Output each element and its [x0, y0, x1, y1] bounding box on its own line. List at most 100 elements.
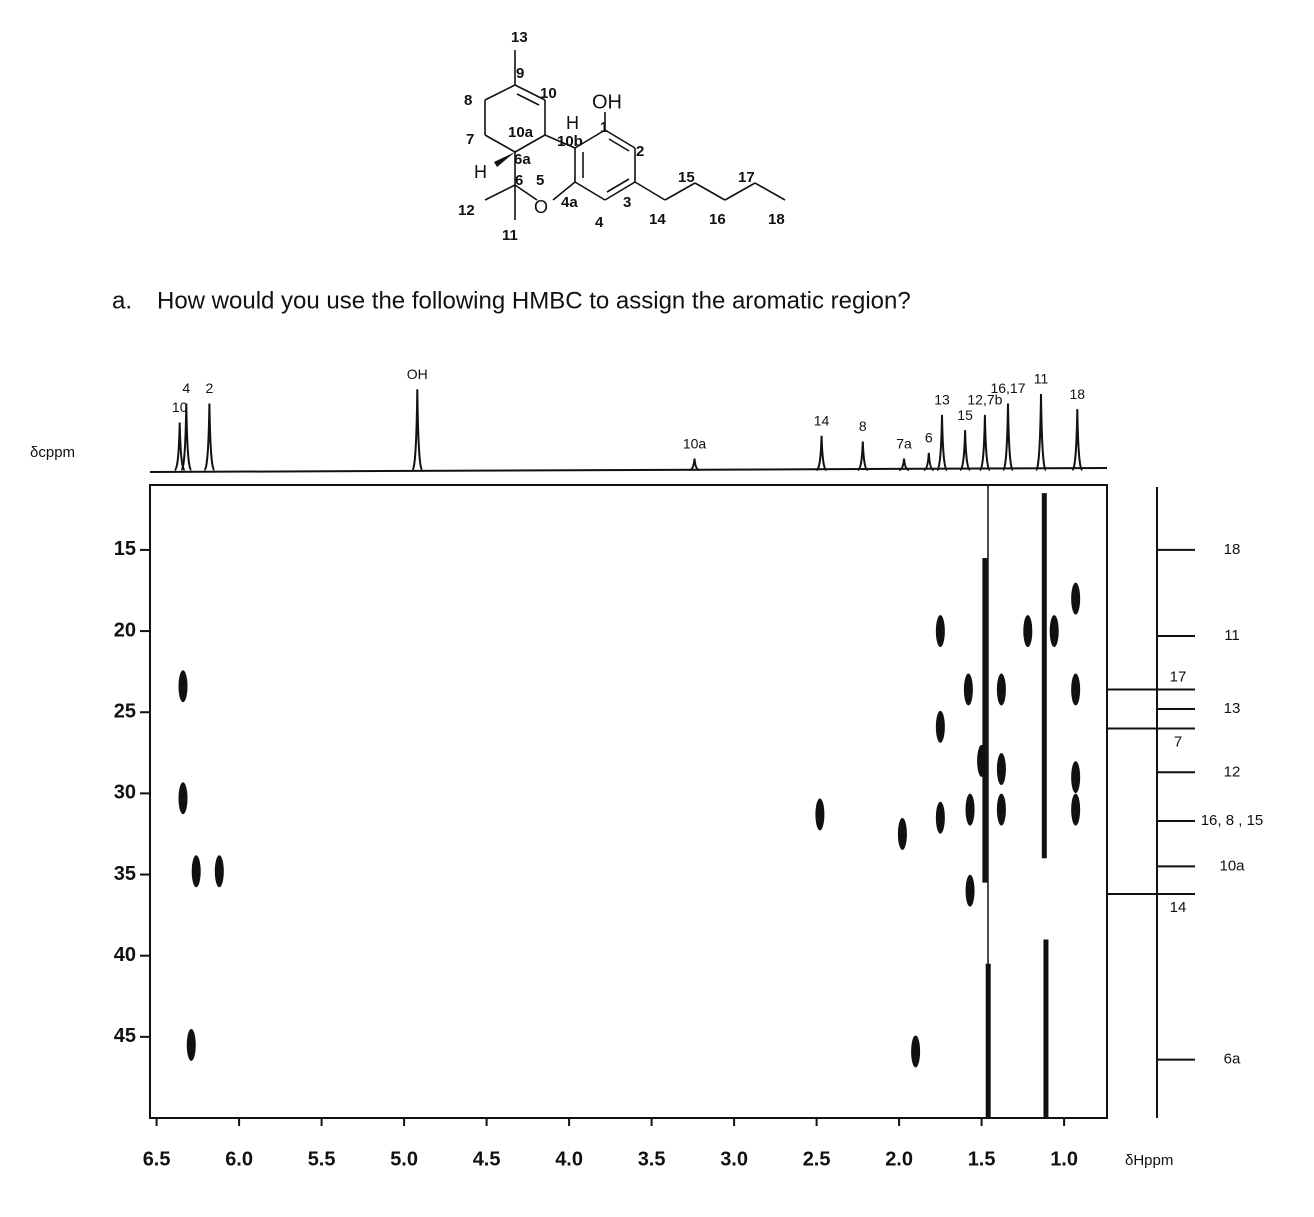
bond	[608, 138, 630, 152]
y-tick-label: 40	[114, 944, 136, 966]
cross-peak	[996, 753, 1006, 786]
atom-label: 3	[623, 194, 631, 211]
proton-peak	[1002, 403, 1014, 471]
proton-peak-label: 14	[814, 413, 830, 429]
proton-peak	[923, 452, 935, 471]
proton-peak	[203, 403, 216, 471]
atom-label: H	[566, 113, 579, 133]
proton-peak-label: 10	[172, 399, 188, 415]
cross-peak	[1023, 615, 1033, 648]
x-tick-label: 5.5	[308, 1148, 336, 1170]
bond	[514, 84, 546, 101]
carbon-label: 7	[1174, 733, 1182, 750]
x-tick-label: 1.5	[968, 1148, 996, 1170]
y-tick-label: 45	[114, 1025, 136, 1047]
carbon-label: 14	[1170, 899, 1187, 916]
proton-peak-label: 12,7b	[967, 392, 1002, 408]
bond	[606, 178, 630, 193]
proton-peak	[978, 414, 991, 471]
cross-peak	[996, 673, 1006, 706]
proton-peak-label: 15	[957, 407, 973, 423]
bond	[516, 93, 540, 106]
bond	[754, 182, 786, 201]
bond	[694, 182, 726, 201]
cross-peak	[214, 855, 224, 888]
bond	[484, 84, 516, 101]
atom-label: 6a	[514, 151, 531, 168]
y-tick-label: 25	[114, 701, 136, 723]
y-tick-label: 30	[114, 782, 136, 804]
bond	[664, 182, 696, 201]
atom-label: H	[474, 162, 487, 182]
bond	[552, 181, 576, 201]
atom-label: 15	[678, 169, 695, 186]
structure: 13 9 10 8 OH H 10a 10b 1 7 2 6a H 6 5 15…	[458, 29, 786, 244]
proton-peak-label: 2	[206, 380, 214, 396]
atom-label: 6	[515, 172, 523, 189]
bond	[484, 134, 516, 153]
bond	[514, 134, 546, 153]
cross-peak	[1071, 582, 1081, 615]
proton-peak	[411, 389, 424, 471]
atom-label: 17	[738, 169, 755, 186]
bond	[544, 134, 576, 149]
cross-peak	[1071, 793, 1081, 826]
atom-label: OH	[592, 91, 622, 113]
proton-peak	[1071, 409, 1084, 471]
y-tick-label: 15	[114, 538, 136, 560]
proton-peak-label: 6	[925, 430, 933, 446]
proton-peak	[816, 435, 828, 471]
carbon-label: 18	[1224, 541, 1241, 558]
atom-label: 13	[511, 29, 528, 46]
carbon-label: 12	[1224, 763, 1241, 780]
proton-peak-label: 13	[934, 392, 950, 408]
proton-peak-label: 4	[182, 380, 190, 396]
bond	[574, 129, 606, 149]
plot-frame	[149, 484, 1108, 1119]
proton-peak-label: 7a	[896, 435, 912, 451]
proton-peak	[857, 441, 869, 471]
cross-peak	[1049, 615, 1059, 648]
proton-peak-label: 10a	[683, 435, 707, 451]
y-tick-label: 20	[114, 619, 136, 641]
cross-peak	[911, 1035, 921, 1068]
bond	[514, 184, 538, 201]
atom-label: 5	[536, 172, 544, 189]
bond	[724, 182, 756, 201]
x-tick-label: 4.5	[473, 1148, 501, 1170]
x-axis-label: δHppm	[1125, 1152, 1173, 1169]
wedge	[494, 152, 515, 167]
proton-peak	[689, 458, 700, 471]
cross-peak	[191, 855, 201, 888]
atom-label: 9	[516, 65, 524, 82]
proton-peak	[180, 403, 193, 471]
y-tick-label: 35	[114, 863, 136, 885]
carbon-label: 16, 8 , 15	[1201, 812, 1264, 829]
atom-label: 12	[458, 202, 475, 219]
cross-peak	[178, 670, 188, 703]
x-tick-label: 3.0	[720, 1148, 748, 1170]
baseline	[149, 467, 1108, 473]
y-axis-label: δcppm	[30, 444, 75, 461]
cross-peak	[965, 793, 975, 826]
atom-label: 7	[466, 131, 474, 148]
bond	[604, 181, 636, 201]
cross-peak	[897, 817, 907, 850]
atom-label: 4a	[561, 194, 578, 211]
atom-label: 16	[709, 211, 726, 228]
bond	[484, 184, 516, 201]
bond	[604, 129, 636, 149]
cross-peak	[178, 782, 188, 815]
atom-label: 10b	[557, 133, 583, 150]
cross-peak	[977, 744, 987, 777]
atom-label: 2	[636, 143, 644, 160]
cross-peak	[1071, 761, 1081, 794]
cross-peak	[963, 673, 973, 706]
bond	[634, 181, 666, 201]
x-tick-label: 5.0	[390, 1148, 418, 1170]
atom-label: 10	[540, 85, 557, 102]
x-tick-label: 6.5	[143, 1148, 171, 1170]
proton-peak	[898, 458, 910, 471]
proton-peak-label: 16,17	[990, 380, 1025, 396]
